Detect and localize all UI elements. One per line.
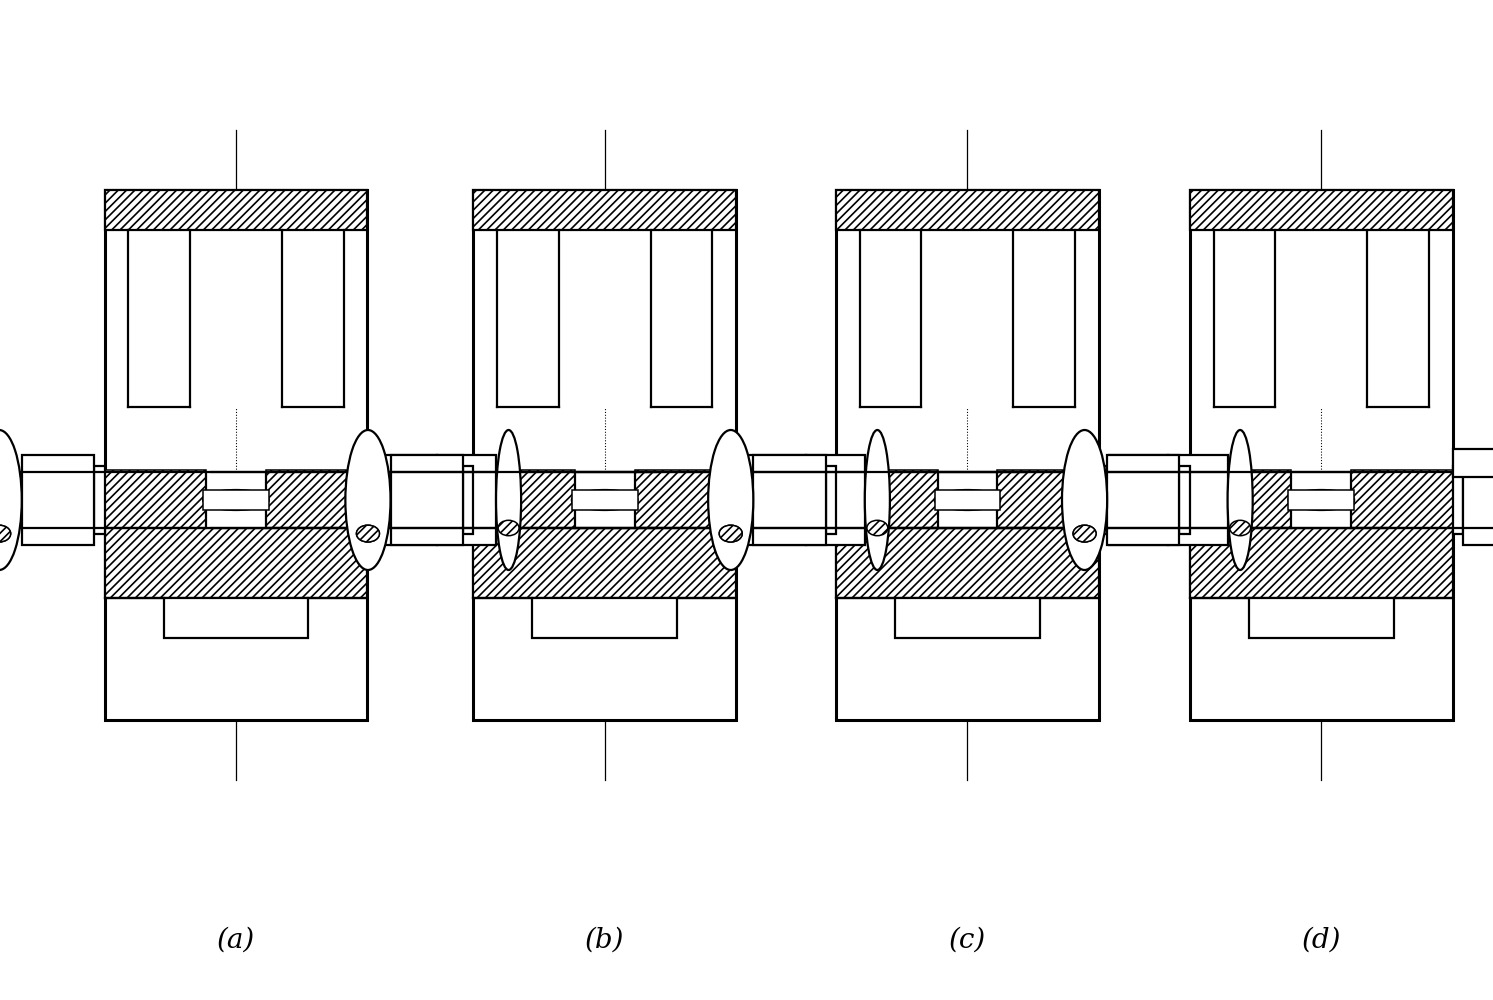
Bar xyxy=(1190,528,1453,598)
Bar xyxy=(836,190,1099,230)
Bar xyxy=(572,490,638,510)
Bar xyxy=(746,455,806,545)
Bar xyxy=(1250,598,1393,638)
Bar xyxy=(473,190,736,720)
Bar xyxy=(1291,472,1351,528)
Bar xyxy=(836,190,1099,720)
Ellipse shape xyxy=(1073,525,1096,542)
Bar xyxy=(1288,490,1354,510)
Bar xyxy=(1190,190,1453,230)
Ellipse shape xyxy=(357,525,379,542)
Bar xyxy=(473,470,575,530)
Text: (a): (a) xyxy=(216,926,255,954)
Bar xyxy=(266,470,367,530)
Bar xyxy=(1463,455,1493,545)
Bar xyxy=(473,528,736,598)
Bar xyxy=(806,455,864,545)
Bar xyxy=(1453,449,1493,477)
Ellipse shape xyxy=(203,490,269,510)
Bar xyxy=(105,470,206,530)
Bar xyxy=(1108,455,1179,545)
Ellipse shape xyxy=(357,525,379,542)
Bar xyxy=(473,190,736,230)
Bar xyxy=(1109,455,1169,545)
Bar xyxy=(105,190,367,230)
Bar xyxy=(754,455,826,545)
Bar xyxy=(437,455,496,545)
Ellipse shape xyxy=(864,430,890,570)
Bar xyxy=(1351,470,1453,530)
Ellipse shape xyxy=(1062,430,1108,570)
Ellipse shape xyxy=(0,525,10,542)
Bar xyxy=(896,598,1039,638)
Ellipse shape xyxy=(499,520,520,536)
Text: (d): (d) xyxy=(1302,926,1341,954)
Bar xyxy=(836,470,938,530)
Text: (c): (c) xyxy=(950,926,985,954)
Bar xyxy=(997,470,1099,530)
Ellipse shape xyxy=(1227,430,1253,570)
Bar xyxy=(935,490,1000,510)
Bar xyxy=(206,472,266,528)
Bar xyxy=(736,466,746,534)
Ellipse shape xyxy=(708,430,754,570)
Bar xyxy=(463,466,473,534)
Text: (b): (b) xyxy=(585,926,624,954)
Bar xyxy=(1169,455,1227,545)
Bar xyxy=(1179,466,1190,534)
Ellipse shape xyxy=(345,430,391,570)
Ellipse shape xyxy=(1230,520,1251,536)
Bar xyxy=(1453,466,1463,534)
Ellipse shape xyxy=(720,525,742,542)
Bar xyxy=(105,190,367,720)
Bar xyxy=(1099,466,1109,534)
Bar xyxy=(533,598,676,638)
Ellipse shape xyxy=(0,430,22,570)
Ellipse shape xyxy=(0,525,10,542)
Bar xyxy=(826,466,836,534)
Bar xyxy=(575,472,635,528)
Ellipse shape xyxy=(867,520,888,536)
Ellipse shape xyxy=(496,430,521,570)
Bar xyxy=(836,528,1099,598)
Bar xyxy=(367,466,378,534)
Bar xyxy=(203,490,269,510)
Bar xyxy=(1190,190,1453,720)
Bar xyxy=(105,528,367,598)
Ellipse shape xyxy=(935,490,1000,510)
Bar xyxy=(391,455,463,545)
Bar xyxy=(94,466,105,534)
Bar xyxy=(1190,470,1291,530)
Ellipse shape xyxy=(1288,490,1354,510)
Bar xyxy=(164,598,308,638)
Ellipse shape xyxy=(1073,525,1096,542)
Bar xyxy=(378,455,437,545)
Ellipse shape xyxy=(572,490,638,510)
Bar xyxy=(938,472,997,528)
Ellipse shape xyxy=(720,525,742,542)
Bar xyxy=(22,455,94,545)
Bar xyxy=(635,470,736,530)
